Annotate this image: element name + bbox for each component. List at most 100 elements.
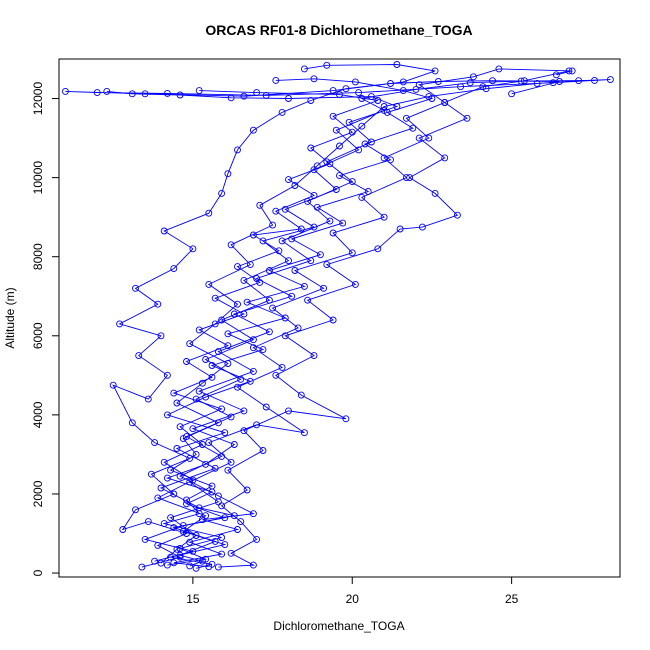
data-point bbox=[202, 393, 210, 401]
data-point bbox=[307, 97, 315, 104]
data-point bbox=[342, 415, 350, 423]
data-point bbox=[310, 166, 318, 174]
data-point bbox=[361, 140, 369, 148]
data-point bbox=[393, 61, 401, 68]
data-point bbox=[278, 237, 286, 245]
data-point bbox=[221, 429, 229, 437]
y-axis-label: Altitude (m) bbox=[3, 287, 17, 348]
data-point bbox=[262, 403, 270, 411]
data-point bbox=[300, 65, 308, 73]
data-point bbox=[208, 488, 216, 496]
data-point bbox=[163, 474, 171, 482]
data-point bbox=[323, 261, 331, 269]
y-tick-label: 0 bbox=[31, 569, 45, 576]
data-point bbox=[297, 225, 305, 233]
data-point bbox=[329, 316, 337, 324]
data-point bbox=[489, 77, 496, 85]
data-point bbox=[218, 550, 226, 558]
series-line bbox=[143, 78, 434, 562]
data-point bbox=[198, 516, 206, 524]
data-point bbox=[154, 494, 162, 502]
data-point bbox=[154, 300, 162, 308]
data-series bbox=[214, 67, 573, 571]
data-point bbox=[249, 344, 257, 352]
data-point bbox=[234, 146, 241, 154]
data-point bbox=[348, 178, 356, 186]
data-point bbox=[278, 363, 286, 371]
data-point bbox=[269, 304, 277, 312]
data-point bbox=[348, 249, 356, 257]
data-point bbox=[364, 188, 372, 195]
data-point bbox=[249, 231, 257, 239]
data-point bbox=[307, 144, 315, 152]
data-point bbox=[479, 83, 487, 91]
data-point bbox=[329, 229, 337, 237]
data-point bbox=[221, 541, 229, 549]
data-point bbox=[358, 122, 366, 130]
data-point bbox=[313, 203, 321, 211]
data-point bbox=[160, 458, 168, 466]
data-point bbox=[323, 61, 331, 69]
series-line bbox=[112, 80, 560, 568]
data-point bbox=[192, 395, 200, 403]
data-point bbox=[508, 90, 516, 98]
data-point bbox=[144, 518, 152, 526]
data-point bbox=[555, 78, 563, 85]
data-point bbox=[249, 336, 257, 344]
data-point bbox=[374, 245, 382, 253]
data-point bbox=[186, 340, 194, 348]
y-tick-label: 2000 bbox=[31, 480, 45, 507]
data-point bbox=[431, 189, 439, 197]
data-point bbox=[272, 207, 280, 215]
data-point bbox=[281, 332, 289, 340]
data-point bbox=[243, 298, 251, 306]
data-point bbox=[234, 300, 241, 308]
data-point bbox=[224, 170, 232, 178]
data-point bbox=[151, 557, 159, 565]
data-point bbox=[256, 201, 264, 209]
data-point bbox=[198, 441, 206, 448]
data-point bbox=[329, 112, 337, 120]
data-point bbox=[469, 73, 477, 81]
data-point bbox=[300, 282, 308, 290]
y-tick-label: 8000 bbox=[31, 243, 45, 270]
data-point bbox=[300, 429, 308, 437]
data-point bbox=[163, 561, 171, 569]
data-point bbox=[463, 114, 471, 122]
series-line bbox=[173, 79, 595, 568]
data-point bbox=[218, 534, 226, 541]
data-point bbox=[138, 563, 146, 571]
data-point bbox=[211, 464, 219, 472]
data-point bbox=[173, 445, 181, 452]
data-point bbox=[281, 314, 289, 322]
data-point bbox=[285, 407, 292, 415]
data-point bbox=[93, 89, 101, 97]
data-point bbox=[259, 447, 267, 454]
data-point bbox=[224, 342, 232, 350]
data-point bbox=[234, 526, 241, 533]
data-point bbox=[281, 205, 289, 213]
data-point bbox=[278, 108, 286, 116]
data-point bbox=[256, 278, 264, 286]
data-point bbox=[441, 99, 449, 106]
data-point bbox=[170, 389, 178, 397]
data-point bbox=[329, 87, 337, 95]
x-tick-label: 25 bbox=[505, 592, 519, 606]
data-point bbox=[214, 563, 222, 571]
data-point bbox=[176, 472, 184, 480]
data-point bbox=[348, 128, 356, 136]
data-point bbox=[425, 134, 433, 142]
data-point bbox=[205, 209, 213, 217]
data-point bbox=[339, 219, 347, 227]
data-point bbox=[109, 381, 117, 389]
data-point bbox=[192, 450, 200, 458]
series-line bbox=[65, 64, 611, 566]
data-point bbox=[351, 280, 359, 288]
data-point bbox=[336, 172, 343, 180]
data-point bbox=[240, 276, 248, 284]
data-point bbox=[253, 89, 261, 97]
data-point bbox=[418, 223, 426, 231]
data-point bbox=[163, 411, 171, 419]
data-point bbox=[205, 280, 213, 288]
